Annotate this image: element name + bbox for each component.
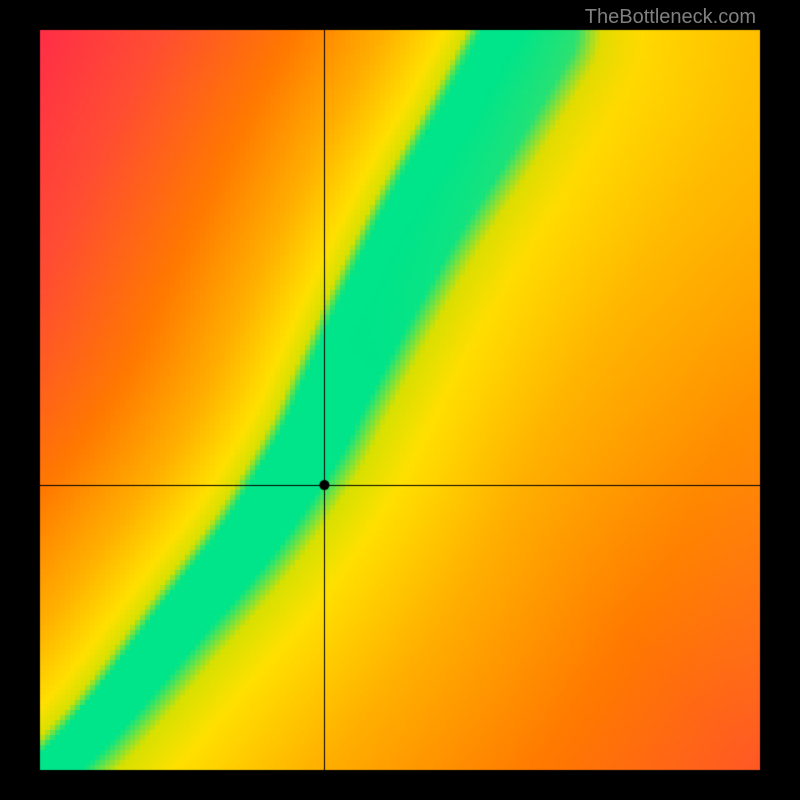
watermark-text: TheBottleneck.com (585, 6, 756, 29)
chart-container: TheBottleneck.com (0, 0, 800, 800)
bottleneck-heatmap (0, 0, 800, 800)
